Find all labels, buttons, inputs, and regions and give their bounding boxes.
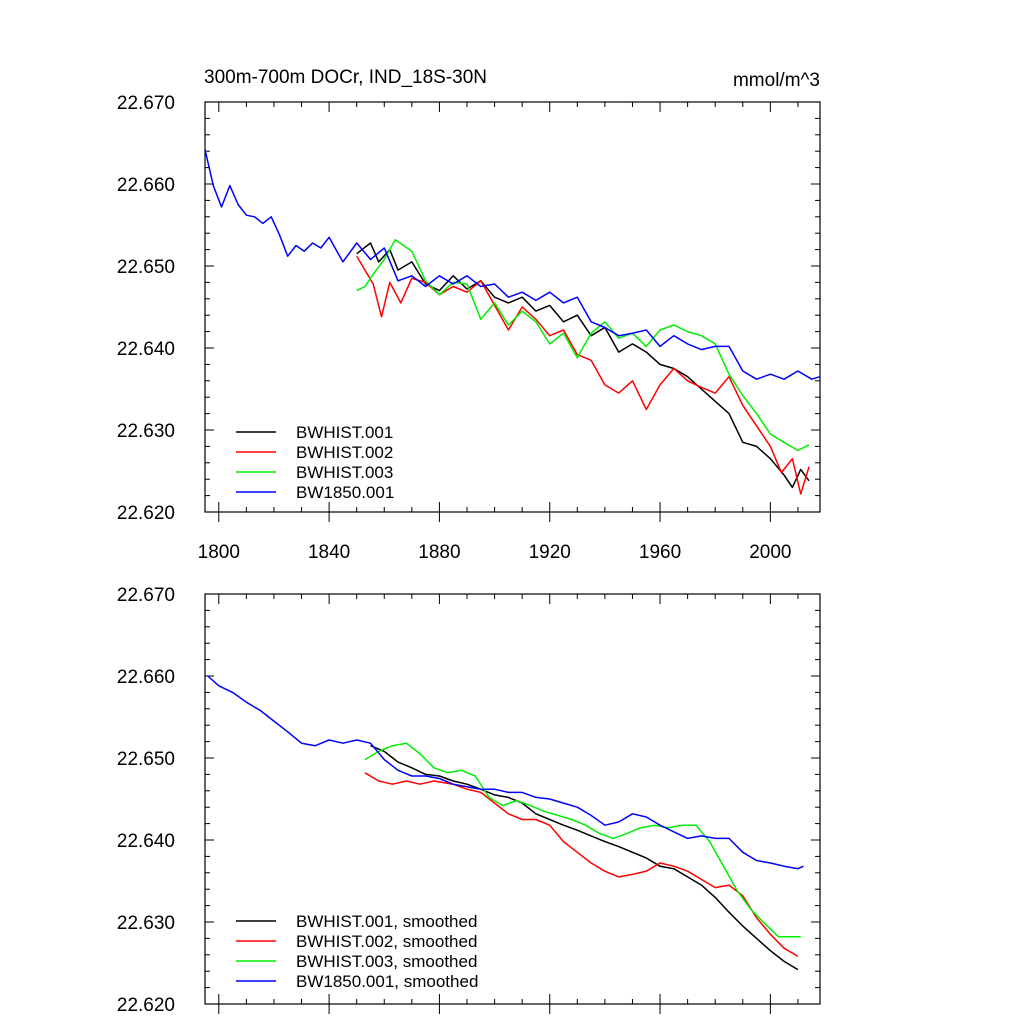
y-tick-label: 22.650 <box>117 257 175 278</box>
legend-label: BWHIST.001, smoothed <box>296 912 477 931</box>
legend-label: BW1850.001, smoothed <box>296 972 478 991</box>
y-tick-label: 22.620 <box>117 503 175 524</box>
legend-label: BWHIST.003 <box>296 463 393 482</box>
legend-label: BWHIST.002 <box>296 443 393 462</box>
axis-ticks: 22.620 22.630 22.640 22.650 22.660 22.670 <box>117 585 820 1016</box>
legend-label: BWHIST.003, smoothed <box>296 952 477 971</box>
series-lines <box>204 149 821 495</box>
y-tick-label: 22.660 <box>117 175 175 196</box>
x-tick-label: 1960 <box>639 542 681 563</box>
chart-title: 300m-700m DOCr, IND_18S-30N <box>204 67 487 88</box>
y-tick-label: 22.670 <box>117 585 175 606</box>
legend-label: BWHIST.001 <box>296 423 393 442</box>
series-line <box>356 242 810 489</box>
series-lines <box>207 675 804 971</box>
bottom-panel: 22.620 22.630 22.640 22.650 22.660 22.670 BWH… <box>117 585 821 1016</box>
x-tick-label: 1880 <box>418 542 460 563</box>
series-line <box>207 675 804 870</box>
y-tick-label: 22.640 <box>117 339 175 360</box>
y-tick-label: 22.670 <box>117 93 175 114</box>
series-line <box>204 149 821 380</box>
y-tick-label: 22.660 <box>117 667 175 688</box>
top-panel: 300m-700m DOCr, IND_18S-30N mmol/m^3 22.… <box>117 67 821 563</box>
series-line <box>364 742 801 938</box>
x-tick-label: 1840 <box>308 542 350 563</box>
x-tick-label: 1920 <box>529 542 571 563</box>
series-line <box>356 239 810 452</box>
y-tick-label: 22.630 <box>117 421 175 442</box>
y-tick-label: 22.640 <box>117 831 175 852</box>
y-tick-label: 22.620 <box>117 995 175 1016</box>
series-line <box>370 745 799 971</box>
plot-frame <box>204 101 821 513</box>
axis-ticks: 22.620 22.630 22.640 22.650 22.660 22.670 1800… <box>117 93 820 563</box>
y-tick-label: 22.630 <box>117 913 175 934</box>
legend-label: BWHIST.002, smoothed <box>296 932 477 951</box>
x-tick-label: 1800 <box>198 542 240 563</box>
legend-label: BW1850.001 <box>296 483 394 502</box>
y-tick-label: 22.650 <box>117 749 175 770</box>
series-line <box>364 772 799 958</box>
series-line <box>356 255 810 495</box>
units-label: mmol/m^3 <box>733 70 820 91</box>
plot-frame <box>204 593 821 1005</box>
x-tick-label: 2000 <box>749 542 791 563</box>
